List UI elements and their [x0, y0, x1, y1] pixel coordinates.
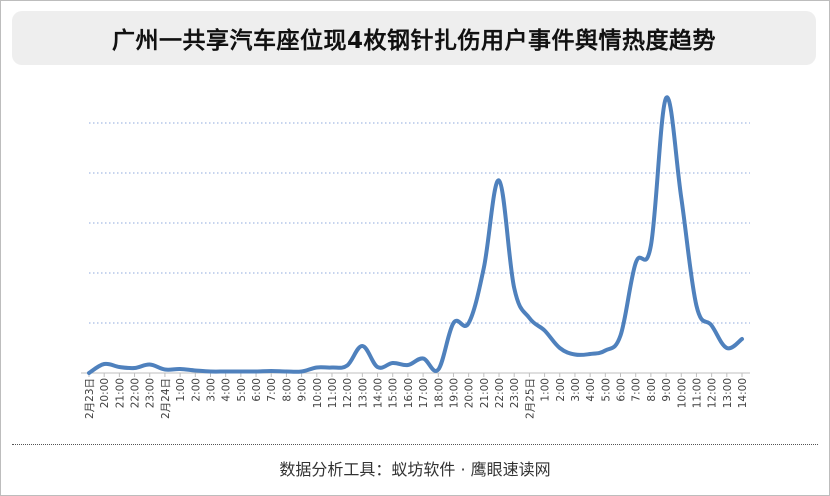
x-tick-label: 19:00 — [448, 378, 460, 408]
series-layer — [87, 95, 744, 375]
x-tick-label: 4:00 — [221, 378, 233, 402]
line-chart: 2月23日 20:00 21:00 22:00 23:00 2月24日 1:00 2:00 3:… — [81, 95, 750, 419]
x-tick-label: 16:00 — [403, 378, 415, 408]
x-tick-label: 8:00 — [281, 378, 293, 402]
x-tick-label: 2月25日 — [524, 378, 536, 419]
x-tick-label: 14:00 — [737, 378, 749, 408]
x-tick-label: 8:00 — [646, 378, 658, 402]
x-tick-label: 18:00 — [433, 378, 445, 408]
x-tick-label: 22:00 — [130, 378, 142, 408]
x-tick-label: 9:00 — [297, 378, 309, 402]
footer-divider — [12, 444, 818, 445]
x-tick-label: 3:00 — [205, 378, 217, 402]
x-tick-label: 2月23日 — [84, 378, 96, 419]
x-tick-label: 6:00 — [251, 378, 263, 402]
series-line — [87, 95, 744, 375]
x-tick-label: 2:00 — [555, 378, 567, 402]
x-tick-label: 10:00 — [676, 378, 688, 408]
x-tick-label: 13:00 — [357, 378, 369, 408]
x-tick-label: 9:00 — [661, 378, 673, 402]
x-tick-label: 17:00 — [418, 378, 430, 408]
x-tick-label: 23:00 — [145, 378, 157, 408]
x-tick-label: 20:00 — [464, 378, 476, 408]
x-tick-label: 6:00 — [616, 378, 628, 402]
x-tick-label: 7:00 — [631, 378, 643, 402]
gridlines — [89, 122, 750, 324]
x-tick-label: 4:00 — [585, 378, 597, 402]
x-axis — [81, 372, 750, 377]
x-tick-label: 13:00 — [722, 378, 734, 408]
x-tick-label: 21:00 — [479, 378, 491, 408]
x-tick-label: 12:00 — [342, 378, 354, 408]
x-tick-label: 2月24日 — [160, 378, 172, 419]
chart-title: 广州一共享汽车座位现4枚钢针扎伤用户事件舆情热度趋势 — [111, 28, 716, 54]
x-tick-label: 1:00 — [540, 378, 552, 402]
title-bar: 广州一共享汽车座位现4枚钢针扎伤用户事件舆情热度趋势 — [12, 11, 816, 65]
x-tick-label: 1:00 — [175, 378, 187, 402]
x-tick-label: 23:00 — [509, 378, 521, 408]
x-tick-label: 11:00 — [691, 378, 703, 408]
x-tick-label: 21:00 — [114, 378, 126, 408]
x-tick-label: 15:00 — [388, 378, 400, 408]
x-tick-label: 14:00 — [373, 378, 385, 408]
x-tick-label: 3:00 — [570, 378, 582, 402]
x-tick-label: 5:00 — [600, 378, 612, 402]
x-tick-label: 2:00 — [190, 378, 202, 402]
x-tick-labels: 2月23日 20:00 21:00 22:00 23:00 2月24日 1:00 2:00 3:… — [84, 378, 749, 419]
x-tick-label: 10:00 — [312, 378, 324, 408]
x-tick-label: 5:00 — [236, 378, 248, 402]
x-tick-label: 7:00 — [266, 378, 278, 402]
x-tick-label: 20:00 — [99, 378, 111, 408]
x-tick-label: 22:00 — [494, 378, 506, 408]
x-tick-label: 12:00 — [707, 378, 719, 408]
x-tick-label: 11:00 — [327, 378, 339, 408]
footer-source: 数据分析工具：蚁坊软件 · 鹰眼速读网 — [279, 460, 551, 479]
